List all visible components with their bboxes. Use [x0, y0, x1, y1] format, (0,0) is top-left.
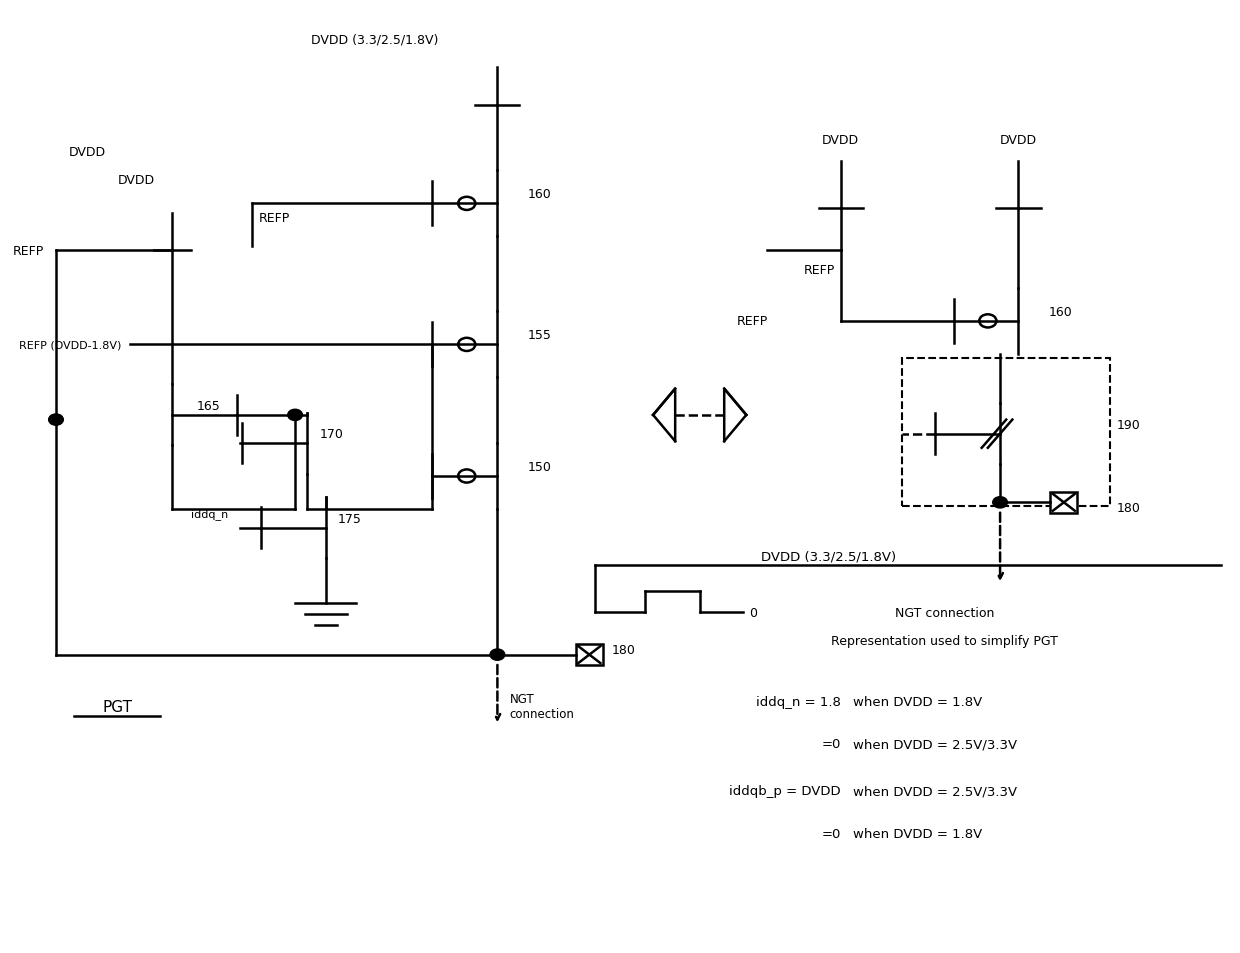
Text: 170: 170	[320, 428, 343, 440]
Text: 180: 180	[1116, 501, 1141, 514]
Text: when DVDD = 2.5V/3.3V: when DVDD = 2.5V/3.3V	[853, 784, 1017, 798]
Text: DVDD (3.3/2.5/1.8V): DVDD (3.3/2.5/1.8V)	[311, 33, 439, 47]
Circle shape	[993, 497, 1007, 509]
Text: =0: =0	[821, 827, 841, 840]
FancyBboxPatch shape	[575, 644, 603, 665]
Text: REFP: REFP	[737, 315, 768, 328]
Text: 190: 190	[1116, 418, 1141, 432]
Text: REFP: REFP	[258, 212, 290, 225]
Text: PGT: PGT	[102, 700, 133, 714]
Text: REFP: REFP	[804, 263, 835, 276]
Text: DVDD: DVDD	[118, 174, 155, 187]
Text: DVDD: DVDD	[999, 133, 1037, 147]
Text: iddqb_p = DVDD: iddqb_p = DVDD	[729, 784, 841, 798]
Text: NGT connection: NGT connection	[895, 606, 994, 619]
Text: 165: 165	[197, 399, 221, 413]
FancyBboxPatch shape	[901, 359, 1111, 507]
Text: when DVDD = 1.8V: when DVDD = 1.8V	[853, 696, 982, 708]
Text: 175: 175	[339, 513, 362, 525]
Text: 0: 0	[749, 606, 756, 619]
FancyBboxPatch shape	[1050, 493, 1078, 513]
Text: 150: 150	[528, 460, 552, 474]
Text: 155: 155	[528, 329, 552, 342]
Text: DVDD (3.3/2.5/1.8V): DVDD (3.3/2.5/1.8V)	[761, 550, 897, 563]
Text: Representation used to simplify PGT: Representation used to simplify PGT	[832, 635, 1059, 647]
Text: when DVDD = 2.5V/3.3V: when DVDD = 2.5V/3.3V	[853, 738, 1017, 751]
Text: 180: 180	[611, 643, 635, 657]
Text: 160: 160	[1049, 306, 1073, 318]
Text: NGT
connection: NGT connection	[510, 693, 574, 720]
Circle shape	[48, 415, 63, 426]
Circle shape	[490, 649, 505, 660]
Text: iddq_n = 1.8: iddq_n = 1.8	[756, 696, 841, 708]
Text: REFP (DVDD-1.8V): REFP (DVDD-1.8V)	[19, 340, 122, 350]
Text: DVDD: DVDD	[68, 146, 105, 159]
Text: REFP: REFP	[14, 245, 45, 257]
Text: when DVDD = 1.8V: when DVDD = 1.8V	[853, 827, 982, 840]
Circle shape	[288, 410, 303, 421]
Text: DVDD: DVDD	[822, 133, 859, 147]
Text: iddq_n: iddq_n	[191, 509, 228, 519]
Text: 160: 160	[528, 189, 552, 201]
Text: =0: =0	[821, 738, 841, 751]
